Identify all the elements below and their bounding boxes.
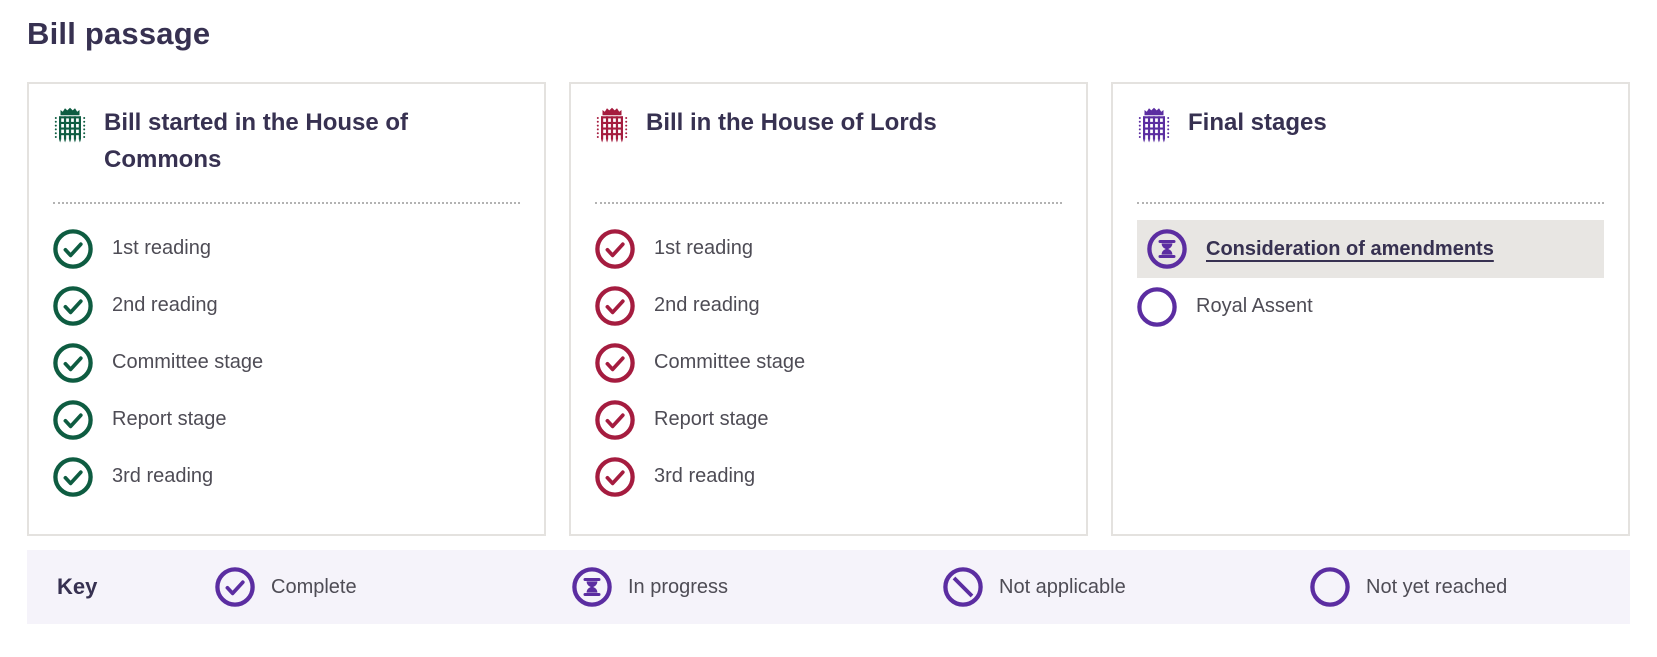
complete-icon [53,228,93,269]
complete-icon [53,285,93,326]
stage-row: 2nd reading [595,277,1062,334]
in-progress-icon [572,567,612,607]
complete-icon [595,456,635,497]
stage-label: Committee stage [654,351,806,373]
stage-label: 2nd reading [654,294,760,316]
bill-stage-card: Bill started in the House of Commons 1st… [27,82,546,536]
card-title: Bill in the House of Lords [646,109,937,136]
stage-row: 1st reading [53,220,520,277]
stage-row: Report stage [53,391,520,448]
complete-icon [595,228,635,269]
stage-label: 3rd reading [112,465,214,487]
page-title: Bill passage [27,16,211,51]
stage-row: 1st reading [595,220,1062,277]
stage-row: Committee stage [595,334,1062,391]
complete-icon [53,399,93,440]
stage-label: 3rd reading [654,465,756,487]
not-yet-reached-icon [1137,286,1177,327]
complete-icon [595,342,635,383]
stage-row: Consideration of amendments [1137,220,1604,278]
in-progress-icon [1147,229,1187,269]
key-item-complete: Complete [215,567,572,607]
card-header: Bill in the House of Lords [595,104,1062,204]
stage-label: Report stage [112,408,227,430]
complete-icon [215,567,255,607]
complete-icon [595,285,635,326]
key-item-label: Not yet reached [1366,575,1508,598]
key-item-in-progress: In progress [572,567,943,607]
complete-icon [53,456,93,497]
stage-list: 1st reading 2nd reading Committee stage … [595,220,1062,505]
portcullis-icon [53,107,87,147]
not-yet-reached-icon [1310,567,1350,607]
stage-label: 1st reading [112,237,211,259]
bill-passage-section: Bill passage Bill started in the House o… [27,16,1630,624]
not-applicable-icon [943,567,983,607]
stage-row: Royal Assent [1137,278,1604,335]
bill-stage-card: Final stages Consideration of amendments… [1111,82,1630,536]
card-header: Bill started in the House of Commons [53,104,520,204]
cards-row: Bill started in the House of Commons 1st… [27,82,1630,536]
stage-row: Report stage [595,391,1062,448]
stage-row: 3rd reading [595,448,1062,505]
bill-stage-card: Bill in the House of Lords 1st reading 2… [569,82,1088,536]
complete-icon [53,342,93,383]
stage-row: Committee stage [53,334,520,391]
key-item-label: Complete [271,575,357,598]
card-title: Final stages [1188,109,1327,136]
stage-label: 2nd reading [112,294,218,316]
card-title: Bill started in the House of Commons [104,109,409,174]
complete-icon [595,399,635,440]
key-item-label: In progress [628,575,729,598]
stage-label: Report stage [654,408,769,430]
key-bar: Key Complete In progress Not applicable Not… [27,550,1630,624]
stage-list: 1st reading 2nd reading Committee stage … [53,220,520,505]
stage-label: 1st reading [654,237,753,259]
key-item-not-applicable: Not applicable [943,567,1310,607]
stage-link[interactable]: Consideration of amendments [1206,237,1494,260]
key-item-not-yet-reached: Not yet reached [1310,567,1507,607]
portcullis-icon [595,107,629,147]
key-label: Key [57,574,98,599]
stage-label: Royal Assent [1196,295,1313,317]
stage-label: Committee stage [112,351,264,373]
stage-row: 2nd reading [53,277,520,334]
key-item-label: Not applicable [999,575,1126,598]
card-header: Final stages [1137,104,1604,204]
stage-row: 3rd reading [53,448,520,505]
stage-list: Consideration of amendments Royal Assent [1137,220,1604,335]
portcullis-icon [1137,107,1171,147]
